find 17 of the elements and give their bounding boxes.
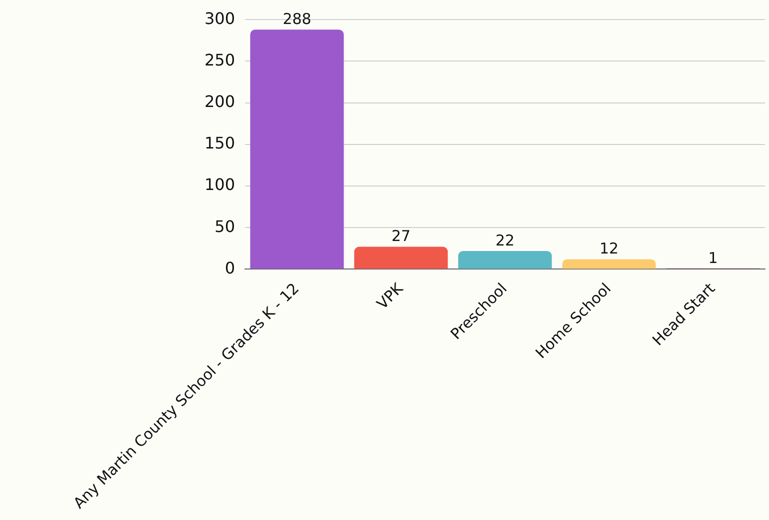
y-tick-label: 100 — [204, 175, 235, 194]
bar — [354, 246, 448, 269]
bar — [458, 250, 552, 269]
data-label: 22 — [495, 231, 515, 250]
y-tick-label: 300 — [204, 8, 235, 28]
data-label: 1 — [708, 248, 718, 267]
bar — [250, 30, 344, 269]
y-tick-label: 0 — [224, 258, 235, 278]
data-label: 27 — [391, 227, 411, 246]
y-tick-label: 50 — [214, 216, 235, 236]
data-label: 288 — [282, 10, 312, 28]
bar — [562, 259, 656, 269]
y-tick-label: 150 — [204, 134, 235, 153]
y-tick-label: 250 — [204, 50, 235, 70]
data-label: 12 — [599, 240, 619, 258]
x-tick-label: VPK — [373, 278, 408, 313]
y-tick-label: 200 — [204, 92, 235, 111]
